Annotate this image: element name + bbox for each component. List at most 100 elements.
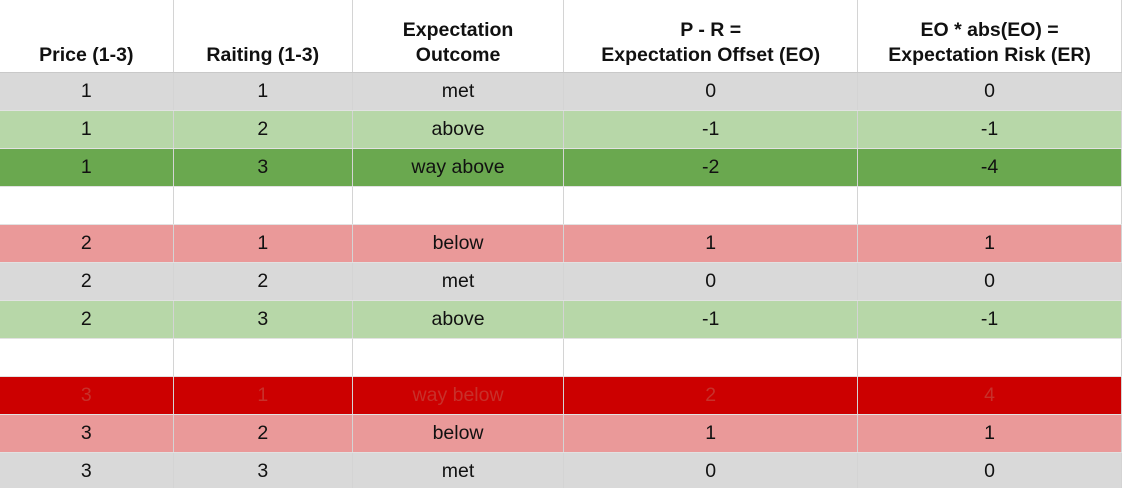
- cell-outcome[interactable]: below: [352, 224, 565, 263]
- cell-offset[interactable]: 0: [563, 452, 859, 488]
- cell-value: 2: [80, 270, 92, 292]
- table-row: 3 2 below 1 1: [0, 414, 1122, 453]
- cell-value: 1: [705, 422, 717, 444]
- cell-rating[interactable]: 1: [173, 72, 353, 111]
- cell-value: 3: [257, 156, 269, 178]
- cell-outcome[interactable]: [352, 338, 565, 377]
- cell-rating[interactable]: [173, 186, 353, 225]
- cell-value: 1: [80, 156, 92, 178]
- cell-offset[interactable]: [563, 186, 859, 225]
- cell-value: 4: [984, 384, 996, 406]
- cell-price[interactable]: 3: [0, 376, 174, 415]
- header-expectation-outcome[interactable]: Expectation Outcome: [352, 0, 565, 73]
- cell-risk[interactable]: -4: [857, 148, 1122, 187]
- cell-outcome[interactable]: [352, 186, 565, 225]
- header-expectation-offset[interactable]: P - R = Expectation Offset (EO): [563, 0, 859, 73]
- cell-offset[interactable]: 2: [563, 376, 859, 415]
- cell-price[interactable]: 2: [0, 262, 174, 301]
- cell-outcome[interactable]: above: [352, 300, 565, 339]
- cell-offset[interactable]: -1: [563, 300, 859, 339]
- table-row: 1 1 met 0 0: [0, 72, 1122, 111]
- cell-rating[interactable]: 1: [173, 376, 353, 415]
- cell-outcome[interactable]: above: [352, 110, 565, 149]
- cell-risk[interactable]: 1: [857, 414, 1122, 453]
- cell-outcome[interactable]: met: [352, 262, 565, 301]
- cell-rating[interactable]: [173, 338, 353, 377]
- cell-value: 0: [984, 80, 996, 102]
- cell-rating[interactable]: 3: [173, 148, 353, 187]
- cell-value: 2: [257, 270, 269, 292]
- cell-price[interactable]: 3: [0, 414, 174, 453]
- cell-offset[interactable]: 1: [563, 414, 859, 453]
- cell-value: 0: [705, 270, 717, 292]
- cell-offset[interactable]: [563, 338, 859, 377]
- cell-price[interactable]: [0, 186, 174, 225]
- table-row: 2 3 above -1 -1: [0, 300, 1122, 339]
- cell-value: below: [432, 422, 484, 444]
- cell-value: below: [432, 232, 484, 254]
- cell-price[interactable]: [0, 338, 174, 377]
- table-row: [0, 186, 1122, 225]
- cell-risk[interactable]: -1: [857, 110, 1122, 149]
- cell-offset[interactable]: -1: [563, 110, 859, 149]
- cell-value: 0: [705, 80, 717, 102]
- cell-offset[interactable]: -2: [563, 148, 859, 187]
- cell-value: 1: [984, 232, 996, 254]
- cell-risk[interactable]: 0: [857, 72, 1122, 111]
- cell-value: way below: [412, 384, 504, 406]
- cell-risk[interactable]: 0: [857, 262, 1122, 301]
- header-price[interactable]: Price (1-3): [0, 0, 174, 73]
- cell-offset[interactable]: 0: [563, 72, 859, 111]
- table-row: 1 3 way above -2 -4: [0, 148, 1122, 187]
- cell-risk[interactable]: [857, 338, 1122, 377]
- cell-outcome[interactable]: way above: [352, 148, 565, 187]
- cell-value: 1: [80, 118, 92, 140]
- cell-value: 1: [984, 422, 996, 444]
- cell-rating[interactable]: 2: [173, 414, 353, 453]
- cell-risk[interactable]: 0: [857, 452, 1122, 488]
- cell-value: 2: [257, 118, 269, 140]
- cell-value: -4: [980, 156, 999, 178]
- cell-outcome[interactable]: met: [352, 452, 565, 488]
- header-rating[interactable]: Raiting (1-3): [173, 0, 353, 73]
- cell-value: -1: [980, 118, 999, 140]
- cell-price[interactable]: 3: [0, 452, 174, 488]
- header-expectation-risk[interactable]: EO * abs(EO) = Expectation Risk (ER): [857, 0, 1122, 73]
- cell-rating[interactable]: 3: [173, 300, 353, 339]
- cell-value: 2: [80, 232, 92, 254]
- cell-value: 3: [80, 460, 92, 482]
- cell-value: 2: [705, 384, 717, 406]
- cell-rating[interactable]: 3: [173, 452, 353, 488]
- cell-price[interactable]: 1: [0, 72, 174, 111]
- cell-price[interactable]: 1: [0, 110, 174, 149]
- cell-value: 1: [257, 80, 269, 102]
- cell-rating[interactable]: 1: [173, 224, 353, 263]
- cell-price[interactable]: 1: [0, 148, 174, 187]
- cell-outcome[interactable]: way below: [352, 376, 565, 415]
- cell-risk[interactable]: [857, 186, 1122, 225]
- cell-outcome[interactable]: met: [352, 72, 565, 111]
- cell-risk[interactable]: -1: [857, 300, 1122, 339]
- cell-price[interactable]: 2: [0, 224, 174, 263]
- table-body: 1 1 met 0 0 1 2 above -1 -1 1 3 way above -2 -4 2 1 below…: [0, 72, 1122, 488]
- cell-offset[interactable]: 0: [563, 262, 859, 301]
- cell-value: met: [441, 80, 475, 102]
- cell-value: above: [431, 308, 485, 330]
- cell-risk[interactable]: 4: [857, 376, 1122, 415]
- cell-risk[interactable]: 1: [857, 224, 1122, 263]
- cell-value: 2: [257, 422, 269, 444]
- cell-value: 2: [80, 308, 92, 330]
- cell-outcome[interactable]: below: [352, 414, 565, 453]
- table-row: [0, 338, 1122, 377]
- cell-value: 1: [705, 232, 717, 254]
- table-row: 1 2 above -1 -1: [0, 110, 1122, 149]
- cell-rating[interactable]: 2: [173, 110, 353, 149]
- cell-value: -1: [702, 308, 720, 330]
- cell-rating[interactable]: 2: [173, 262, 353, 301]
- cell-price[interactable]: 2: [0, 300, 174, 339]
- cell-offset[interactable]: 1: [563, 224, 859, 263]
- cell-value: -2: [702, 156, 720, 178]
- cell-value: 3: [257, 460, 269, 482]
